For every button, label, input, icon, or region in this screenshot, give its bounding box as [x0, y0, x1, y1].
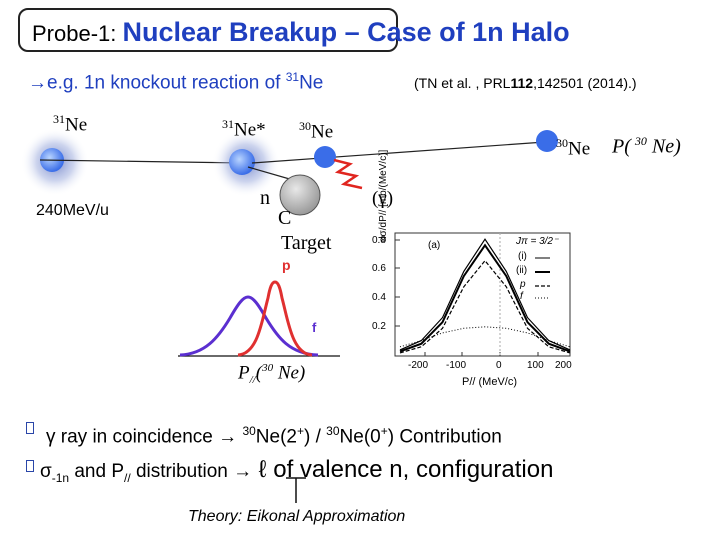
- bullet-line-2: σ-1n and P// distribution → ℓ of valence…: [40, 456, 553, 485]
- b2-sigma: σ: [40, 461, 52, 482]
- series-p-line: [399, 259, 571, 354]
- ne30-mid-label: 30Ne: [299, 119, 333, 143]
- plot-legend-3: p: [520, 279, 526, 290]
- plot-legend-1: (i): [518, 251, 527, 262]
- ne31-left-label: 31Ne: [53, 112, 87, 136]
- ref-pre: (TN et al. , PRL: [414, 75, 511, 91]
- b1-sup1: 30: [242, 424, 256, 438]
- plot-ytick-1: 0.8: [372, 235, 386, 246]
- ne30-mid-sup: 30: [299, 119, 311, 133]
- theory-label: Theory: Eikonal Approximation: [188, 508, 406, 525]
- p-dist-label: P( 30 Ne): [612, 134, 681, 159]
- ppar-text: P: [238, 362, 250, 384]
- b1-sp2: +: [380, 424, 388, 438]
- plot-ytick-4: 0.2: [372, 321, 386, 332]
- title-main: Nuclear Breakup – Case of 1n Halo: [122, 17, 570, 47]
- theory-plot: [394, 232, 571, 357]
- series-f-line: [399, 326, 571, 348]
- plot-ylabel: dσ/dP// [mb/(MeV/c)]: [378, 149, 389, 242]
- ne31-left-sup: 31: [53, 112, 65, 126]
- ppar-sup: 30: [262, 362, 274, 374]
- ref-volume: 112: [510, 75, 534, 91]
- ne30-track: [251, 141, 546, 164]
- gamma-label: (γ): [372, 188, 394, 209]
- plot-legend-2: (ii): [516, 265, 528, 276]
- b2-pdsub: //: [124, 470, 131, 485]
- bullet-marker-2: [26, 460, 34, 472]
- plot-xtick-4: 100: [527, 360, 544, 371]
- ne31-star-sup: 31: [222, 117, 234, 131]
- b2-mid: and P: [69, 461, 125, 482]
- p-wave-label: p: [282, 257, 291, 273]
- title-box: [18, 8, 398, 52]
- b1-gamma: γ ray in coincidence: [46, 426, 219, 448]
- carbon-label: C: [278, 207, 292, 229]
- title-prefix: Probe-1:: [32, 21, 123, 46]
- ne30-right-label: 30Ne: [556, 136, 590, 160]
- b1-end: ) Contribution: [387, 426, 502, 448]
- b2-end: of valence n, configuration: [273, 456, 554, 483]
- ne31-left-text: Ne: [65, 114, 88, 136]
- ne30-right-text: Ne: [568, 138, 591, 160]
- bullet-line-1: γ ray in coincidence → 30Ne(2+) / 30Ne(0…: [46, 424, 502, 448]
- plot-ytick-2: 0.6: [372, 263, 386, 274]
- neutron-label: n: [260, 187, 270, 209]
- b2-sub: -1n: [51, 470, 70, 485]
- b1-mid: ) /: [304, 426, 327, 448]
- plot-xtick-2: -100: [446, 360, 467, 371]
- ppar-sub: //: [249, 374, 256, 387]
- plot-legend-4: f: [520, 291, 523, 302]
- ne31-star-text: Ne*: [234, 119, 266, 141]
- b1-sup2: 30: [326, 424, 340, 438]
- beam-arrow: [39, 158, 247, 168]
- plot-ytick-3: 0.4: [372, 292, 386, 303]
- gamma-wave: [333, 158, 363, 190]
- ne31-star-core: [229, 149, 255, 175]
- example-line: →e.g. 1n knockout reaction of 31Ne: [28, 70, 323, 94]
- f-distribution-curve: [179, 295, 319, 357]
- b1-arrow: →: [218, 426, 238, 448]
- ppar-label: P//(30 Ne): [238, 362, 305, 386]
- example-nucleus: Ne: [299, 72, 324, 94]
- ne30-mid-text: Ne: [311, 121, 334, 143]
- b2-arrow: →: [233, 461, 253, 482]
- beam-energy: 240MeV/u: [36, 202, 109, 219]
- reference: (TN et al. , PRL112,142501 (2014).): [414, 75, 637, 91]
- b2-dist: distribution: [130, 461, 234, 482]
- plot-xtick-3: 0: [496, 360, 502, 371]
- b1-ne2: Ne(0: [339, 426, 381, 448]
- example-sup: 31: [285, 70, 300, 84]
- series-i-line: [399, 243, 571, 353]
- carbon-target: [279, 174, 321, 216]
- arrow-glyph: →: [28, 72, 47, 94]
- ppar-end: Ne): [273, 362, 306, 384]
- plot-panel: (a): [428, 240, 441, 251]
- example-text: e.g. 1n knockout reaction of: [47, 72, 286, 94]
- ne31-star-label: 31Ne*: [222, 117, 266, 141]
- plot-xlabel: P// (MeV/c): [462, 376, 518, 388]
- ne30-core-mid: [314, 146, 336, 168]
- p-dist-end: Ne): [646, 135, 681, 158]
- plot-xtick-5: 200: [555, 360, 572, 371]
- ppar-paren: (: [255, 362, 263, 384]
- f-wave-label: f: [312, 320, 317, 335]
- p-dist-sup: 30: [634, 134, 647, 148]
- ne30-core-right: [536, 130, 558, 152]
- bullet-marker-1: [26, 422, 34, 434]
- b1-sp1: +: [296, 424, 304, 438]
- p-distribution-curve: [237, 280, 313, 357]
- plot-legend-title: Jπ = 3/2⁻: [516, 236, 559, 247]
- b2-ell: ℓ: [252, 456, 274, 483]
- ne30-right-sup: 30: [556, 136, 568, 150]
- ref-post: ,142501 (2014).): [533, 75, 637, 91]
- target-label: Target: [281, 232, 332, 254]
- series-ii-line: [399, 238, 571, 351]
- plot-xtick-1: -200: [408, 360, 429, 371]
- p-dist-text: P(: [612, 135, 635, 158]
- b1-ne1: Ne(2: [255, 426, 297, 448]
- slide-title: Probe-1: Nuclear Breakup – Case of 1n Ha…: [32, 16, 570, 50]
